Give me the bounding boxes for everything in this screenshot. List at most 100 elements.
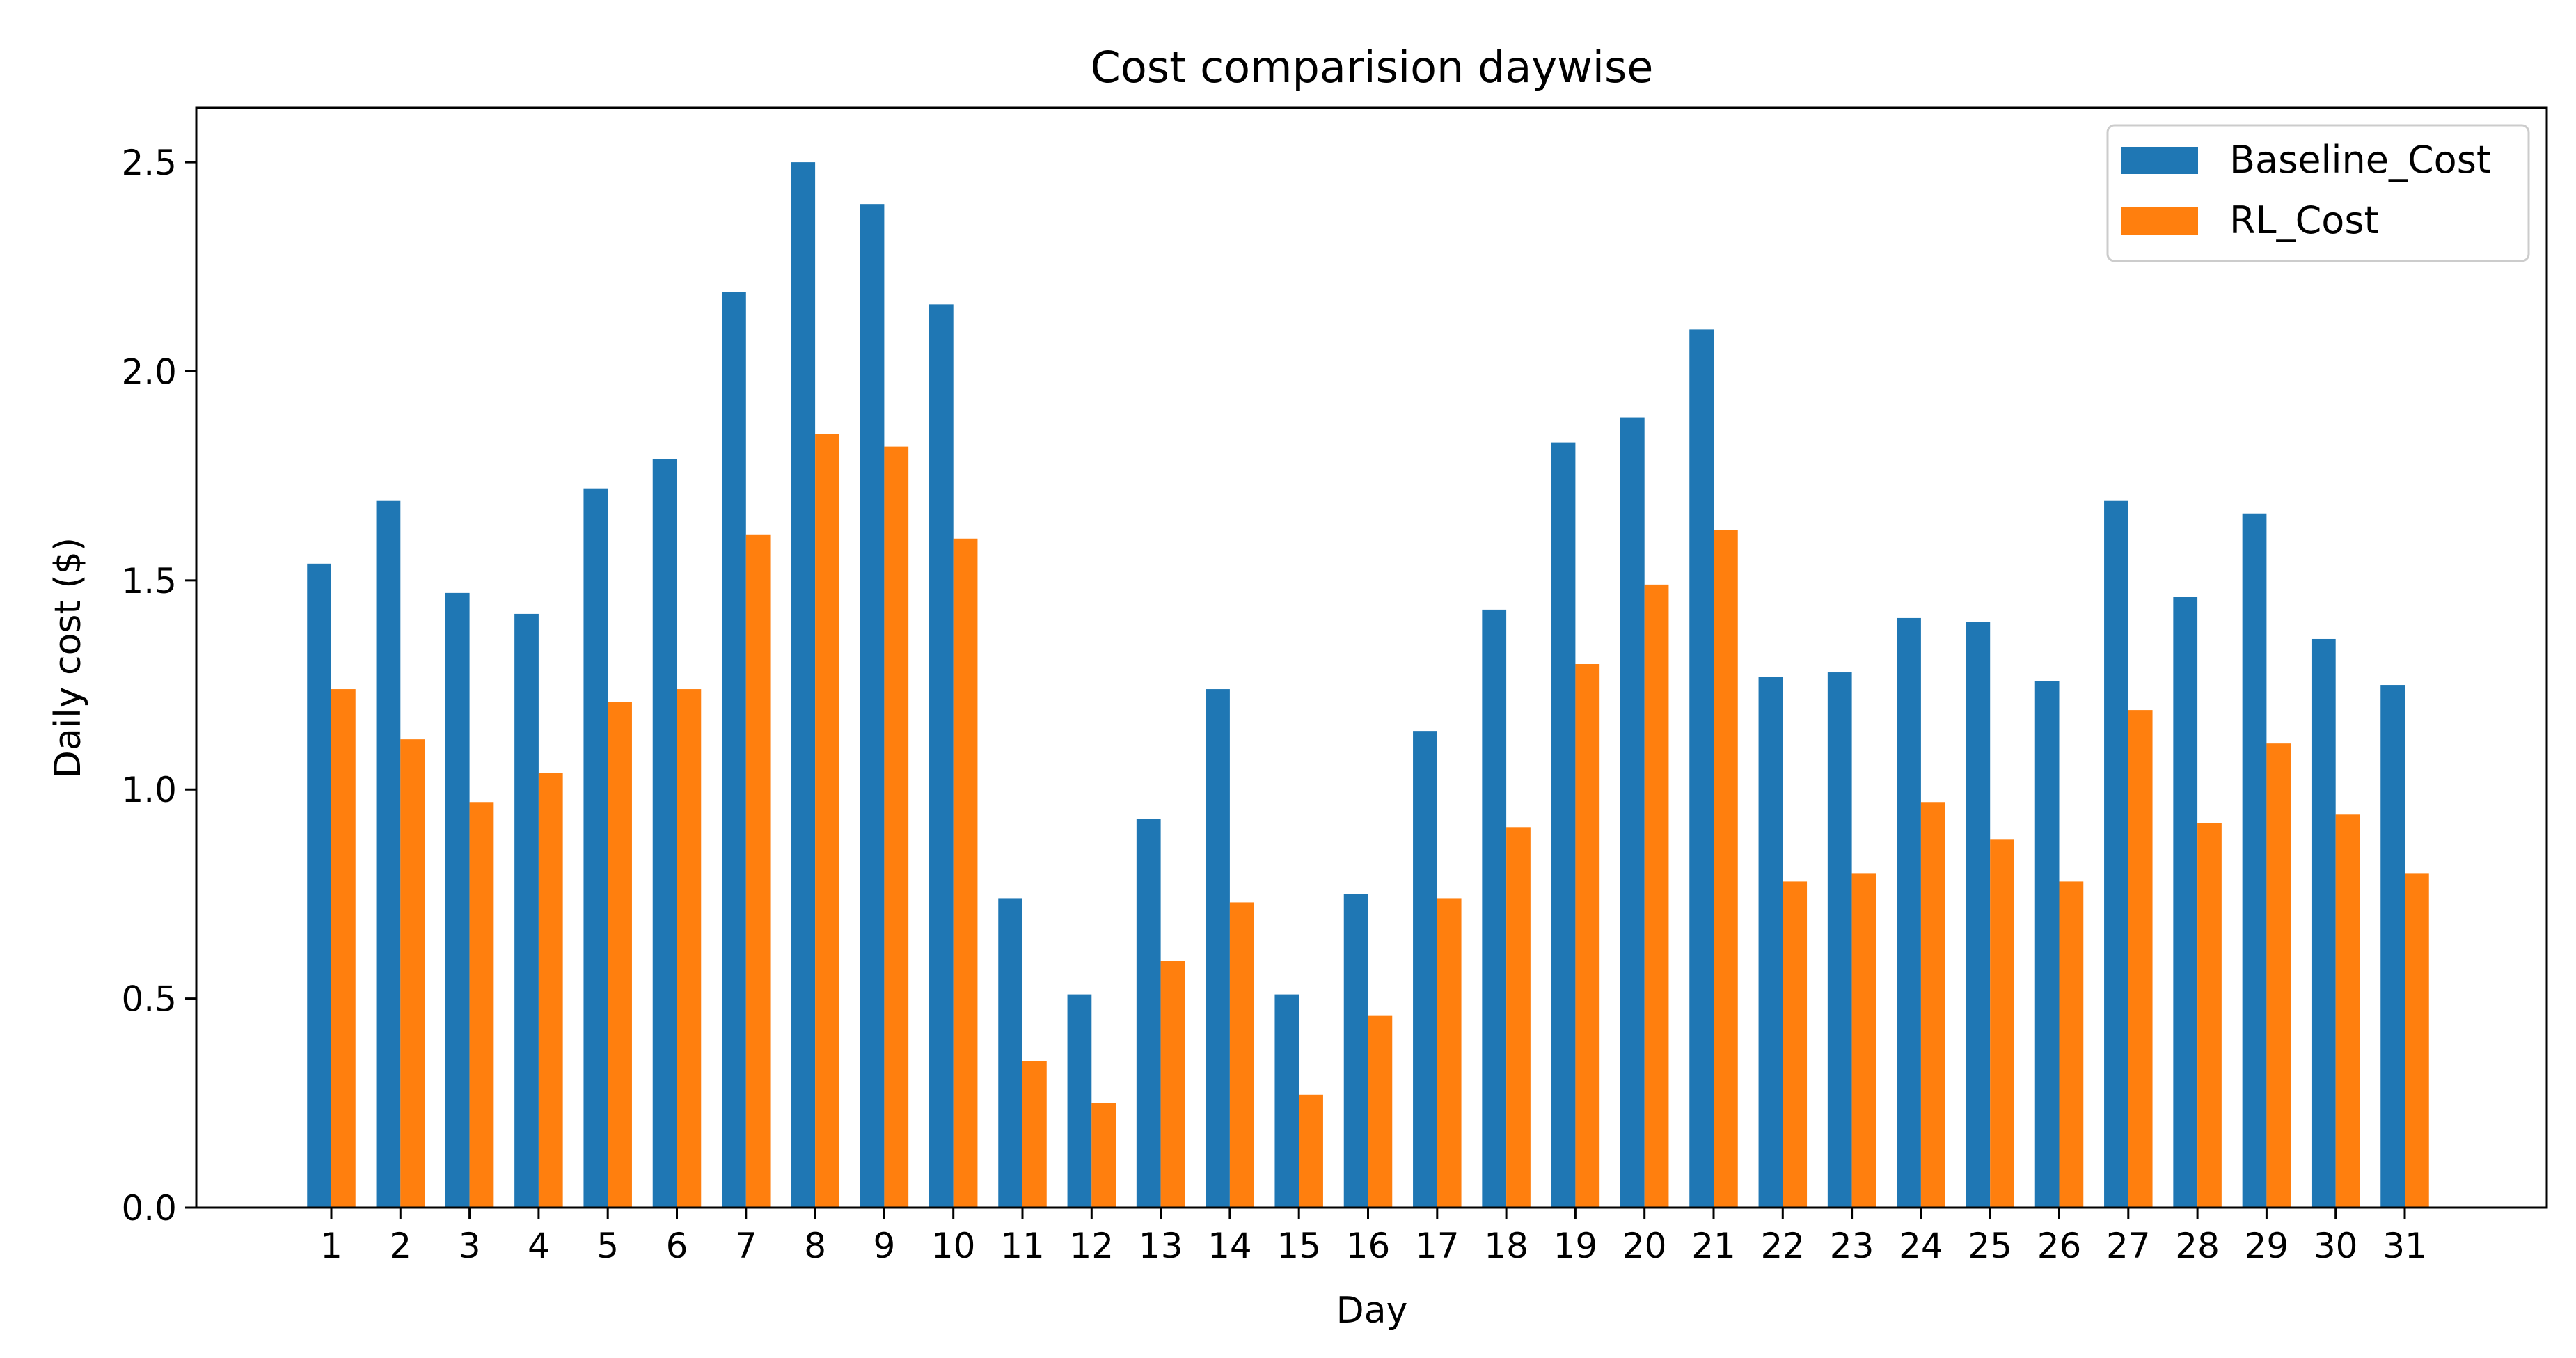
bar-baseline-cost-day-21 bbox=[1689, 329, 1714, 1208]
bars-layer bbox=[307, 162, 2429, 1208]
bar-baseline-cost-day-24 bbox=[1897, 617, 1921, 1208]
bar-rl-cost-day-25 bbox=[1990, 839, 2014, 1208]
x-tick-label: 15 bbox=[1277, 1226, 1321, 1266]
x-tick-label: 19 bbox=[1554, 1226, 1598, 1266]
x-tick-label: 18 bbox=[1484, 1226, 1528, 1266]
legend: Baseline_Cost RL_Cost bbox=[2106, 124, 2530, 262]
x-tick-label: 21 bbox=[1691, 1226, 1736, 1266]
bar-rl-cost-day-6 bbox=[677, 689, 702, 1208]
bar-rl-cost-day-5 bbox=[608, 702, 632, 1208]
x-tick-label: 3 bbox=[459, 1226, 481, 1266]
bar-baseline-cost-day-20 bbox=[1620, 417, 1645, 1208]
x-tick-label: 7 bbox=[735, 1226, 757, 1266]
bar-rl-cost-day-20 bbox=[1644, 584, 1669, 1208]
x-tick-label: 2 bbox=[389, 1226, 411, 1266]
bar-baseline-cost-day-22 bbox=[1758, 677, 1783, 1208]
x-tick-label: 16 bbox=[1346, 1226, 1391, 1266]
bar-baseline-cost-day-15 bbox=[1274, 994, 1299, 1208]
bar-rl-cost-day-8 bbox=[815, 434, 839, 1208]
bar-rl-cost-day-14 bbox=[1229, 902, 1254, 1208]
x-tick-label: 6 bbox=[666, 1226, 688, 1266]
y-axis-title: Daily cost ($) bbox=[47, 537, 89, 778]
y-tick-label: 0.0 bbox=[121, 1188, 177, 1229]
bar-baseline-cost-day-12 bbox=[1067, 994, 1092, 1208]
bar-baseline-cost-day-29 bbox=[2242, 513, 2267, 1208]
legend-label-rl-cost: RL_Cost bbox=[2229, 198, 2379, 242]
bar-rl-cost-day-19 bbox=[1575, 664, 1600, 1208]
bar-baseline-cost-day-19 bbox=[1551, 442, 1576, 1208]
y-tick-label: 0.5 bbox=[121, 979, 177, 1020]
x-tick-label: 27 bbox=[2106, 1226, 2151, 1266]
bar-baseline-cost-day-7 bbox=[722, 292, 746, 1208]
bar-baseline-cost-day-14 bbox=[1206, 689, 1230, 1208]
bar-baseline-cost-day-10 bbox=[929, 304, 954, 1208]
bar-baseline-cost-day-3 bbox=[445, 592, 470, 1208]
bar-baseline-cost-day-18 bbox=[1482, 609, 1507, 1208]
bar-rl-cost-day-15 bbox=[1299, 1094, 1323, 1208]
bar-baseline-cost-day-26 bbox=[2034, 681, 2060, 1208]
legend-swatch-rl-cost bbox=[2121, 207, 2198, 235]
bar-rl-cost-day-17 bbox=[1437, 898, 1462, 1208]
x-tick-label: 30 bbox=[2314, 1226, 2358, 1266]
bar-rl-cost-day-28 bbox=[2197, 823, 2222, 1208]
y-tick-label: 2.5 bbox=[121, 143, 177, 183]
x-tick-label: 17 bbox=[1415, 1226, 1460, 1266]
bar-baseline-cost-day-8 bbox=[791, 162, 816, 1208]
bar-rl-cost-day-7 bbox=[745, 534, 771, 1208]
bar-baseline-cost-day-28 bbox=[2173, 597, 2198, 1208]
x-tick-label: 29 bbox=[2245, 1226, 2289, 1266]
x-tick-label: 28 bbox=[2175, 1226, 2220, 1266]
legend-swatch-baseline-cost bbox=[2121, 147, 2198, 174]
bar-baseline-cost-day-4 bbox=[514, 613, 539, 1208]
x-tick-label: 22 bbox=[1760, 1226, 1805, 1266]
bar-baseline-cost-day-2 bbox=[376, 500, 401, 1208]
x-tick-label: 4 bbox=[528, 1226, 550, 1266]
x-tick-label: 10 bbox=[931, 1226, 976, 1266]
x-tick-label: 31 bbox=[2383, 1226, 2427, 1266]
bar-baseline-cost-day-5 bbox=[583, 488, 608, 1208]
x-tick-label: 12 bbox=[1069, 1226, 1114, 1266]
bar-baseline-cost-day-16 bbox=[1343, 894, 1368, 1208]
plot-frame bbox=[195, 106, 2548, 1209]
x-tick-label: 9 bbox=[873, 1226, 895, 1266]
bar-rl-cost-day-27 bbox=[2128, 710, 2153, 1208]
bar-baseline-cost-day-30 bbox=[2311, 638, 2336, 1208]
y-tick-label: 1.0 bbox=[121, 770, 177, 810]
x-tick-label: 13 bbox=[1139, 1226, 1183, 1266]
bar-baseline-cost-day-23 bbox=[1827, 672, 1852, 1208]
bar-rl-cost-day-26 bbox=[2059, 881, 2084, 1208]
bar-rl-cost-day-31 bbox=[2405, 873, 2429, 1208]
bar-baseline-cost-day-11 bbox=[998, 898, 1022, 1208]
x-axis-title: Day bbox=[1336, 1290, 1408, 1332]
bar-rl-cost-day-2 bbox=[400, 739, 425, 1208]
bar-baseline-cost-day-6 bbox=[652, 459, 677, 1208]
bar-baseline-cost-day-27 bbox=[2104, 500, 2128, 1208]
x-tick-label: 24 bbox=[1899, 1226, 1943, 1266]
bar-rl-cost-day-1 bbox=[331, 689, 356, 1208]
y-tick-label: 1.5 bbox=[121, 561, 177, 601]
x-axis: 1 2 3 4 5 6 7 8 9 10 11 12 13 14 15 16 17 18 19 20 21 22 23 24 2… bbox=[320, 1208, 2427, 1266]
bar-baseline-cost-day-25 bbox=[1966, 622, 1991, 1208]
bar-rl-cost-day-4 bbox=[538, 773, 563, 1208]
bar-rl-cost-day-30 bbox=[2335, 814, 2360, 1208]
bar-baseline-cost-day-17 bbox=[1413, 731, 1437, 1208]
x-tick-label: 1 bbox=[320, 1226, 342, 1266]
x-tick-label: 11 bbox=[1000, 1226, 1045, 1266]
bar-rl-cost-day-24 bbox=[1920, 802, 1945, 1208]
x-tick-label: 8 bbox=[804, 1226, 826, 1266]
y-tick-label: 2.0 bbox=[121, 352, 177, 392]
bar-rl-cost-day-21 bbox=[1714, 530, 1738, 1208]
bar-rl-cost-day-12 bbox=[1091, 1103, 1116, 1208]
bar-rl-cost-day-3 bbox=[469, 802, 494, 1208]
bar-rl-cost-day-22 bbox=[1783, 881, 1808, 1208]
y-axis: 0.0 0.5 1.0 1.5 2.0 2.5 bbox=[121, 143, 196, 1229]
legend-box bbox=[2106, 124, 2530, 262]
bar-rl-cost-day-23 bbox=[1851, 873, 1876, 1208]
x-tick-label: 5 bbox=[596, 1226, 619, 1266]
x-tick-label: 26 bbox=[2037, 1226, 2082, 1266]
chart-title: Cost comparision daywise bbox=[1091, 42, 1654, 93]
x-tick-label: 14 bbox=[1208, 1226, 1252, 1266]
bar-baseline-cost-day-13 bbox=[1136, 819, 1161, 1208]
bar-rl-cost-day-16 bbox=[1368, 1015, 1393, 1208]
